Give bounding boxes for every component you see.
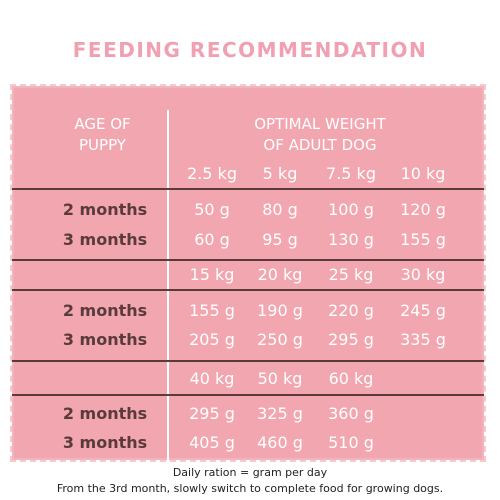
ration-cell: 335 g <box>400 330 446 349</box>
ration-cell: 100 g <box>328 200 374 219</box>
ration-cell: 360 g <box>328 404 374 423</box>
weight-header-line-2: OF ADULT DOG <box>263 136 377 154</box>
section-divider <box>12 394 484 396</box>
footnote-ration-unit: Daily ration = gram per day <box>172 466 328 479</box>
ration-cell: 250 g <box>257 330 303 349</box>
age-label: 2 months <box>62 200 148 219</box>
section-divider <box>12 360 484 362</box>
ration-cell: 405 g <box>189 433 235 452</box>
age-label: 3 months <box>62 330 148 349</box>
ration-cell: 220 g <box>328 301 374 320</box>
age-label: 3 months <box>62 230 148 249</box>
ration-cell: 130 g <box>328 230 374 249</box>
ration-cell: 60 g <box>194 230 230 249</box>
weight-cell: 5 kg <box>262 164 298 183</box>
ration-cell: 510 g <box>328 433 374 452</box>
age-column-divider <box>167 110 169 462</box>
section-divider <box>12 188 484 190</box>
weight-cell: 50 kg <box>257 369 303 388</box>
ration-cell: 155 g <box>400 230 446 249</box>
feeding-table-panel <box>12 86 484 460</box>
section-divider <box>12 289 484 291</box>
ration-cell: 50 g <box>194 200 230 219</box>
section-divider <box>12 259 484 261</box>
weight-cell: 25 kg <box>328 265 374 284</box>
ration-cell: 325 g <box>257 404 303 423</box>
weight-cell: 20 kg <box>257 265 303 284</box>
weight-cell: 10 kg <box>400 164 446 183</box>
ration-cell: 120 g <box>400 200 446 219</box>
age-label: 2 months <box>62 301 148 320</box>
weight-cell: 7.5 kg <box>326 164 376 183</box>
ration-cell: 205 g <box>189 330 235 349</box>
ration-cell: 245 g <box>400 301 446 320</box>
ration-cell: 295 g <box>328 330 374 349</box>
page-title: FEEDING RECOMMENDATION <box>72 38 428 62</box>
age-header-line-1: AGE OF <box>74 115 131 133</box>
ration-cell: 190 g <box>257 301 303 320</box>
weight-cell: 30 kg <box>400 265 446 284</box>
weight-header-line-1: OPTIMAL WEIGHT <box>254 115 386 133</box>
weight-cell: 60 kg <box>328 369 374 388</box>
ration-cell: 460 g <box>257 433 303 452</box>
footnote-switch-food: From the 3rd month, slowly switch to com… <box>56 482 444 495</box>
ration-cell: 295 g <box>189 404 235 423</box>
weight-cell: 2.5 kg <box>187 164 237 183</box>
age-header-line-2: PUPPY <box>79 136 126 154</box>
weight-cell: 40 kg <box>189 369 235 388</box>
ration-cell: 95 g <box>262 230 298 249</box>
weight-cell: 15 kg <box>189 265 235 284</box>
ration-cell: 80 g <box>262 200 298 219</box>
age-label: 2 months <box>62 404 148 423</box>
ration-cell: 155 g <box>189 301 235 320</box>
age-label: 3 months <box>62 433 148 452</box>
